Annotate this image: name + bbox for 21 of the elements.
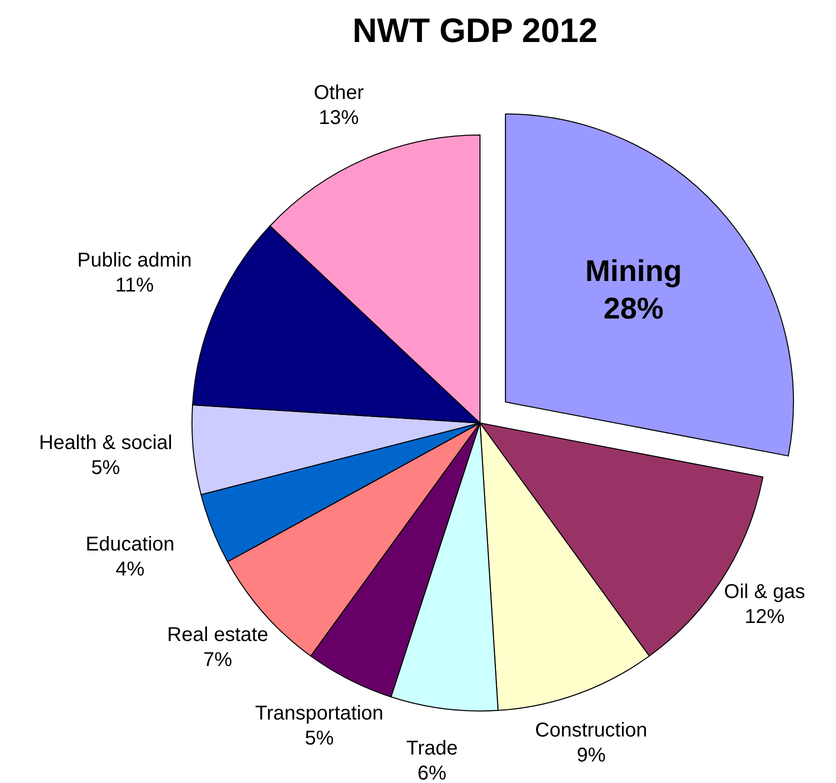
data-label: 6% [418,762,447,783]
slice-label: Trade [406,737,458,760]
slice-label: Other [314,82,364,104]
slice-label: Transportation [255,702,384,725]
data-label: 5% [91,456,120,479]
data-label: 11% [115,274,154,297]
data-label: 12% [744,606,785,628]
slice-label: Oil & gas [724,580,806,603]
data-label: 9% [576,744,606,767]
slice-label: Real estate [167,624,268,646]
slice-label: Construction [535,720,648,742]
data-label: 7% [203,648,232,671]
slice-label: Public admin [77,250,192,272]
slice-label: Health & social [38,432,172,454]
data-label: 4% [116,558,145,581]
data-label: 13% [318,107,360,130]
data-label: 28% [604,292,664,326]
chart-title: NWT GDP 2012 [352,12,598,50]
data-label: 5% [304,728,334,750]
slice-label: Mining [585,254,682,288]
slice-label: Education [86,534,175,556]
